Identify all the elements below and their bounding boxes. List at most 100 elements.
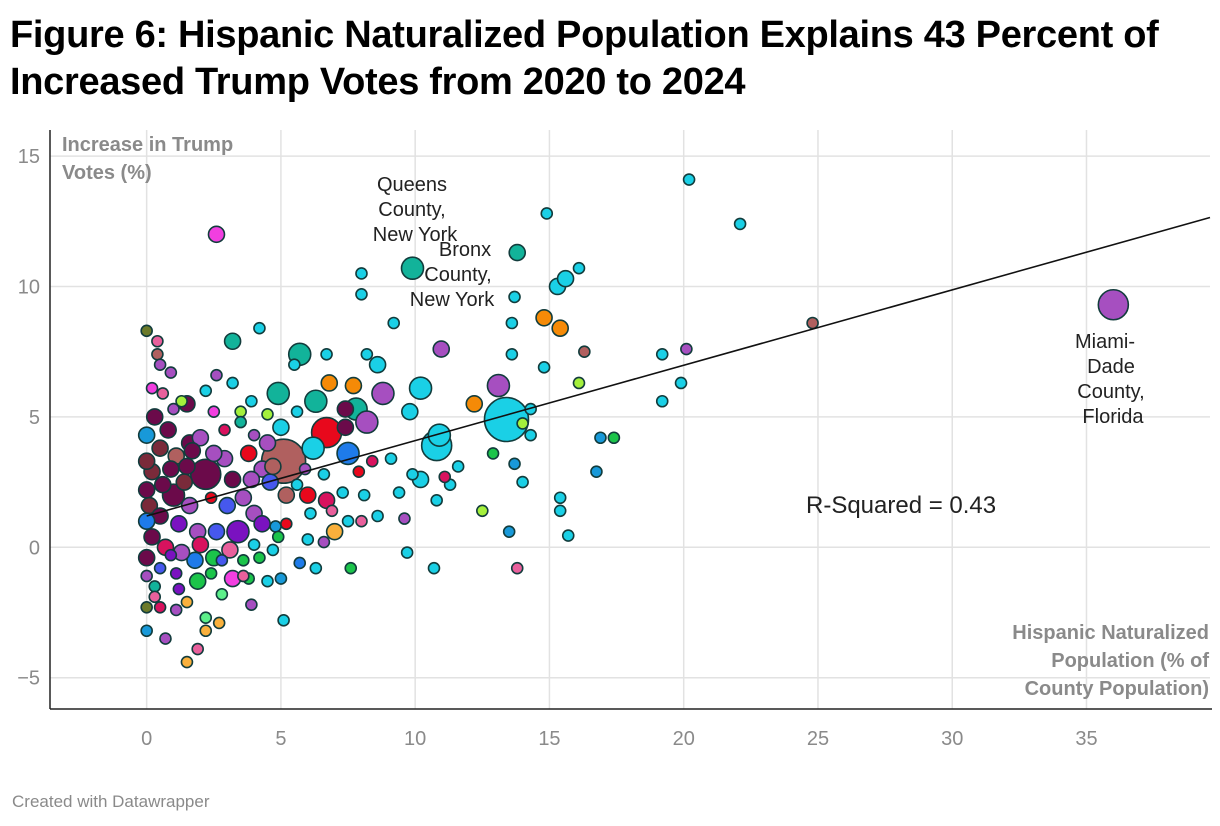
data-point bbox=[210, 368, 223, 382]
data-point bbox=[682, 173, 696, 186]
data-point bbox=[234, 415, 247, 429]
data-point bbox=[655, 347, 669, 361]
data-point bbox=[178, 457, 196, 476]
y-tick-label: 0 bbox=[29, 537, 40, 559]
data-point bbox=[172, 582, 186, 596]
x-tick-label: 0 bbox=[141, 728, 152, 750]
data-point bbox=[336, 418, 355, 437]
data-points bbox=[137, 173, 1130, 669]
data-point bbox=[153, 561, 167, 575]
data-point bbox=[169, 567, 183, 580]
data-point bbox=[355, 410, 379, 434]
data-point bbox=[355, 288, 368, 301]
data-point bbox=[320, 347, 333, 361]
data-point bbox=[156, 387, 170, 400]
data-point bbox=[175, 473, 194, 491]
data-point bbox=[199, 624, 213, 638]
data-point bbox=[427, 423, 452, 447]
data-point bbox=[540, 207, 554, 220]
data-point bbox=[387, 316, 401, 330]
y-tick-labels: 15 10 5 0 −5 bbox=[17, 146, 40, 690]
data-point bbox=[153, 358, 167, 372]
data-point bbox=[371, 509, 384, 523]
data-point bbox=[215, 554, 229, 567]
data-point bbox=[384, 452, 398, 465]
data-point bbox=[406, 467, 419, 481]
data-point bbox=[266, 381, 291, 406]
data-point bbox=[140, 569, 153, 583]
x-tick-label: 5 bbox=[275, 728, 286, 750]
data-point bbox=[151, 334, 164, 348]
data-point bbox=[365, 454, 379, 468]
data-point bbox=[465, 395, 484, 413]
data-point bbox=[167, 402, 180, 416]
data-point bbox=[159, 421, 177, 439]
data-point bbox=[164, 548, 178, 562]
data-point bbox=[153, 475, 172, 494]
data-point bbox=[408, 376, 433, 401]
data-point bbox=[148, 580, 162, 593]
data-point bbox=[204, 567, 218, 580]
data-point bbox=[162, 460, 180, 478]
data-point bbox=[274, 572, 288, 585]
data-point bbox=[572, 261, 586, 275]
data-point bbox=[401, 402, 419, 421]
data-point bbox=[508, 290, 521, 304]
data-point bbox=[516, 475, 529, 489]
data-point bbox=[344, 376, 363, 395]
data-point bbox=[293, 556, 307, 570]
data-point bbox=[170, 515, 188, 533]
data-point bbox=[309, 561, 323, 575]
data-point bbox=[344, 561, 358, 575]
data-point bbox=[239, 444, 258, 463]
data-point bbox=[223, 332, 242, 351]
data-point bbox=[258, 434, 277, 452]
data-point bbox=[221, 541, 239, 559]
data-point bbox=[234, 488, 253, 507]
data-point bbox=[655, 394, 669, 408]
data-point bbox=[191, 642, 204, 656]
data-point bbox=[516, 417, 529, 430]
trend-line bbox=[146, 216, 1211, 517]
x-tick-label: 30 bbox=[941, 728, 963, 750]
data-point bbox=[271, 530, 285, 544]
chart-title: Figure 6: Hispanic Naturalized Populatio… bbox=[10, 14, 1159, 103]
data-point bbox=[148, 590, 162, 604]
y-tick-label: 10 bbox=[18, 276, 40, 298]
data-point bbox=[486, 373, 511, 398]
data-point bbox=[218, 496, 237, 515]
y-tick-label: 15 bbox=[18, 146, 40, 168]
data-point bbox=[590, 465, 603, 478]
data-point bbox=[247, 428, 261, 442]
data-point bbox=[145, 381, 159, 395]
data-point bbox=[151, 347, 164, 361]
data-point bbox=[400, 256, 425, 281]
y-tick-label: 5 bbox=[29, 407, 40, 429]
data-point bbox=[137, 452, 156, 471]
data-point bbox=[272, 418, 290, 437]
data-point bbox=[357, 488, 371, 502]
footer-credit: Created with Datawrapper bbox=[12, 792, 210, 811]
data-point bbox=[180, 595, 194, 609]
data-point bbox=[253, 551, 266, 565]
data-point bbox=[218, 423, 231, 437]
data-point bbox=[304, 507, 317, 520]
data-point bbox=[223, 470, 242, 489]
data-point bbox=[438, 470, 452, 484]
data-point bbox=[290, 478, 304, 492]
data-point bbox=[508, 457, 521, 471]
data-point bbox=[301, 533, 315, 546]
data-point bbox=[199, 611, 213, 625]
data-point bbox=[151, 439, 169, 457]
data-point bbox=[180, 655, 194, 669]
data-point bbox=[502, 525, 516, 538]
data-point bbox=[137, 481, 156, 499]
annotation-bronx: Bronx County, New York bbox=[410, 239, 495, 311]
data-point bbox=[400, 546, 414, 559]
data-point bbox=[510, 561, 524, 575]
data-point bbox=[674, 376, 688, 390]
data-point bbox=[204, 444, 223, 463]
data-point bbox=[207, 405, 221, 418]
data-point bbox=[261, 407, 274, 421]
data-point bbox=[524, 428, 537, 442]
